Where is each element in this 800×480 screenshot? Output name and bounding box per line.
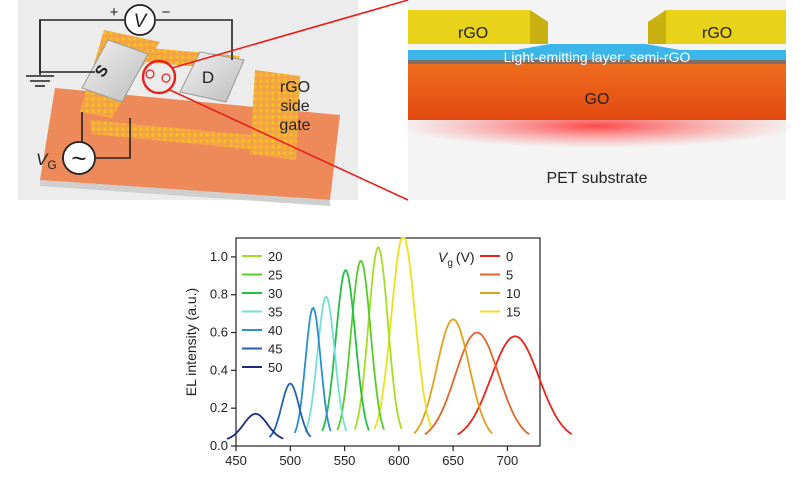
drain-label: D (202, 68, 214, 87)
side-gate-label-line-3: gate (279, 117, 310, 134)
device-panel: S D rGO side gate V + − ~ V (18, 0, 358, 206)
legend-label-30: 30 (268, 286, 282, 301)
side-gate-label: rGO side gate (279, 79, 310, 134)
legend-label-40: 40 (268, 323, 282, 338)
legend-title-unit: (V) (456, 249, 475, 265)
y-tick-label: 0.8 (210, 287, 228, 302)
legend-left: 20 25 30 35 40 45 50 (242, 249, 282, 375)
spectrum-vg-5 (424, 331, 530, 436)
x-tick-label: 700 (497, 453, 519, 468)
spectrum-vg-10 (413, 318, 493, 435)
source-pad (81, 39, 149, 103)
side-gate-textured-region (250, 70, 300, 160)
legend-label-45: 45 (268, 342, 282, 357)
spectrum-vg-25 (336, 259, 385, 431)
legend-title-subscript: g (447, 258, 453, 269)
x-tick-label: 650 (442, 453, 464, 468)
spectrum-vg-40 (293, 306, 332, 434)
legend-label-15: 15 (506, 305, 520, 320)
ac-source-symbol: ~ (71, 143, 86, 173)
legend-label-10: 10 (506, 286, 520, 301)
legend-label-25: 25 (268, 268, 282, 283)
zoom-dot (161, 73, 171, 83)
left-electrode (408, 10, 548, 44)
go-layer-label: GO (585, 91, 610, 108)
substrate-label: PET substrate (546, 170, 647, 187)
ac-source-icon (62, 141, 96, 175)
voltmeter-icon (124, 4, 156, 36)
legend-title-symbol: V (438, 249, 449, 265)
plot-frame (235, 237, 541, 447)
side-gate-label-line-1: rGO (280, 79, 310, 96)
y-tick-label: 1.0 (210, 249, 228, 264)
wire-top-right (156, 19, 233, 60)
side-gate-label-line-2: side (280, 98, 309, 115)
spectrum-vg-30 (321, 269, 370, 432)
spectrum-vg-50 (226, 412, 284, 440)
gate-voltage-symbol: V (36, 150, 49, 169)
zoom-dot (145, 69, 155, 79)
channel-textured-region (90, 120, 260, 150)
drain-pad (179, 51, 245, 103)
spectrum-vg-0 (457, 335, 573, 436)
cross-section-panel: rGO rGO Light-emitting layer: semi-rGO G… (397, 0, 797, 200)
legend-right: 0 5 10 15 (480, 249, 520, 320)
substrate-edge (40, 180, 330, 206)
x-tick-label: 600 (388, 453, 410, 468)
legend-label-5: 5 (506, 268, 513, 283)
legend-label-50: 50 (268, 360, 282, 375)
gate-voltage-label: VG (36, 150, 57, 172)
emitting-layer-shadow (408, 60, 786, 64)
y-tick-label: 0.4 (210, 362, 228, 377)
left-electrode-side (530, 10, 548, 44)
el-spectra-chart: EL intensity (a.u.) 450 500 550 600 650 7000.… (183, 237, 573, 468)
zoom-circle (141, 59, 177, 95)
x-tick-label: 550 (334, 453, 356, 468)
voltmeter-minus-sign: − (162, 4, 171, 21)
spectrum-vg-35 (304, 295, 348, 433)
wire-gate-return (96, 118, 131, 159)
y-tick-label: 0.6 (210, 325, 228, 340)
left-electrode-label: rGO (458, 25, 488, 42)
zoom-connector-bottom (169, 89, 409, 201)
legend-label-0: 0 (506, 249, 513, 264)
right-electrode (648, 10, 786, 44)
spectra-curves (226, 237, 573, 440)
wire-source (39, 20, 95, 73)
right-electrode-label: rGO (702, 25, 732, 42)
emitting-layer-label: Light-emitting layer: semi-rGO (504, 49, 691, 65)
spectrum-vg-20 (353, 246, 403, 430)
legend-title: Vg (V) (438, 249, 475, 269)
x-tick-label: 500 (279, 453, 301, 468)
go-layer (408, 58, 786, 120)
voltmeter-symbol: V (134, 11, 149, 32)
zoom-connector-top (171, 0, 409, 69)
gate-voltage-subscript: G (47, 158, 56, 172)
y-tick-label: 0.0 (210, 438, 228, 453)
legend-label-35: 35 (268, 305, 282, 320)
legend-label-20: 20 (268, 249, 282, 264)
emitting-layer (408, 44, 786, 60)
spectrum-vg-15 (373, 237, 432, 430)
right-electrode-side (648, 10, 666, 44)
voltmeter-plus-sign: + (110, 4, 119, 21)
ground-icon (26, 75, 54, 87)
x-tick-label: 450 (225, 453, 247, 468)
spectrum-vg-45 (268, 382, 312, 438)
y-tick-label: 0.2 (210, 400, 228, 415)
y-axis-label: EL intensity (a.u.) (183, 288, 199, 396)
